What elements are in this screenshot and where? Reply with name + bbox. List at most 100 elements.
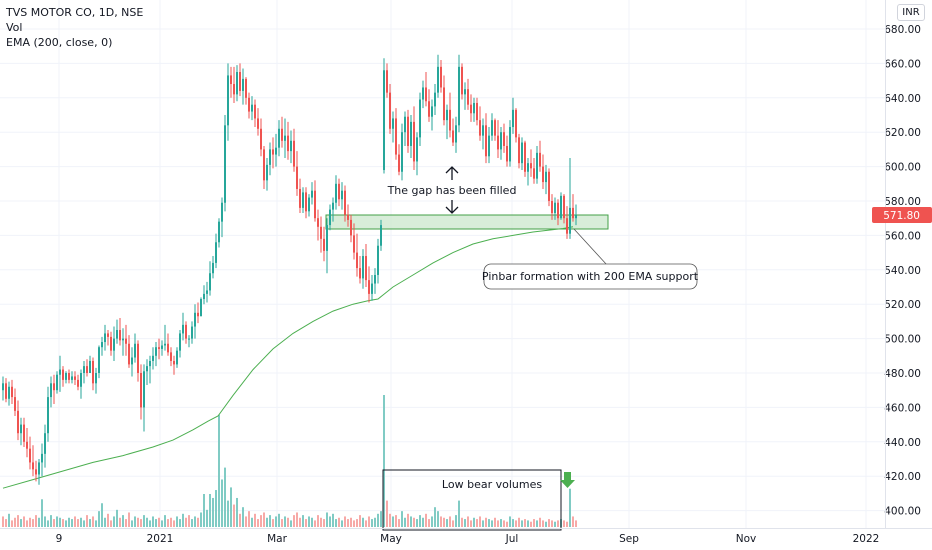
volume-bar [179,519,181,527]
price-tick-label: 560.00 [884,230,921,242]
volume-bar [41,499,43,527]
candle-body [74,376,76,380]
candle-body [95,373,97,384]
low-volume-annotation-text: Low bear volumes [442,478,542,491]
candle-body [386,70,388,93]
candle-body [398,154,400,172]
volume-bar [554,521,556,527]
candle-body [104,333,106,343]
candle-body [140,373,142,408]
candle-body [380,225,382,246]
candle-body [209,273,211,291]
volume-bar [161,520,163,527]
candle-body [173,360,175,365]
candle-body [425,87,427,102]
volume-bar [545,521,547,527]
candle-body [221,202,223,222]
candle-body [533,168,535,179]
volume-bar [575,520,577,527]
volume-bar [338,517,340,527]
volume-bar [494,517,496,527]
volume-bar [536,520,538,527]
volume-bar [233,504,235,527]
candle-body [32,462,34,470]
volume-bar [14,517,16,527]
candle-body [323,238,325,251]
volume-bar [62,519,64,527]
candle-body [263,149,265,181]
volume-bar [59,517,61,527]
candle-body [80,373,82,387]
volume-bar [35,515,37,527]
volume-bar [485,517,487,527]
candle-body [485,125,487,157]
price-tick-label: 520.00 [884,299,921,311]
volume-bar [317,515,319,527]
candle-body [326,225,328,251]
volume-bar [191,519,193,527]
candle-body [128,343,130,365]
volume-bar [446,519,448,527]
candle-body [419,99,421,138]
last-price-badge: 571.80 [872,207,932,223]
candle-body [500,132,502,150]
volume-bar [158,517,160,527]
time-tick-label: Jul [505,533,519,545]
volume-bar [323,519,325,527]
candle-body [305,192,307,212]
currency-label[interactable]: INR [897,4,925,21]
volume-bar [344,516,346,527]
candle-body [557,202,559,219]
candle-body [245,78,247,98]
candle-body [287,135,289,152]
volume-bar [524,519,526,527]
candle-body [275,147,277,155]
volume-bar [137,517,139,527]
candle-body [203,293,205,300]
candle-body [458,66,460,126]
volume-bar [365,520,367,527]
candle-body [272,149,274,155]
time-axis[interactable]: 9 2021 Mar May Jul Sep Nov 2022 [0,528,932,546]
volume-bar [86,515,88,527]
candle-body [554,202,556,214]
volume-bar [542,520,544,527]
candle-body [236,72,238,95]
candle-body [440,66,442,88]
volume-bar [68,517,70,527]
volume-bar [434,507,436,527]
candle-body [119,330,121,341]
symbol-title[interactable]: TVS MOTOR CO, 1D, NSE [6,6,144,19]
volume-bar [260,515,262,527]
candle-body [311,190,313,198]
candle-body [5,383,7,399]
candle-body [377,245,379,275]
volume-bar [188,515,190,527]
price-axis[interactable]: 680.00 660.00 640.00 620.00 600.00 580.00 560.… [884,0,921,528]
candle-body [368,280,370,294]
gap-zone [325,214,609,230]
candle-body [146,366,148,372]
volume-bar [431,516,433,527]
volume-bar [155,519,157,527]
volume-bar [170,517,172,527]
candle-body [539,152,541,167]
candle-body [224,125,226,203]
candle-body [530,163,532,169]
candle-body [101,342,103,348]
volume-bar [491,520,493,527]
ema-legend[interactable]: EMA (200, close, 0) [6,36,113,49]
candle-body [545,171,547,183]
volume-legend[interactable]: Vol [6,21,23,34]
volume-bar [533,519,535,527]
candle-body [176,350,178,365]
volume-bar [299,517,301,527]
candle-body [71,376,73,380]
volume-bar [305,519,307,527]
volume-bar [5,519,7,527]
candle-body [575,215,577,219]
candle-body [497,135,499,150]
candle-body [68,373,70,380]
volume-bar [506,521,508,527]
